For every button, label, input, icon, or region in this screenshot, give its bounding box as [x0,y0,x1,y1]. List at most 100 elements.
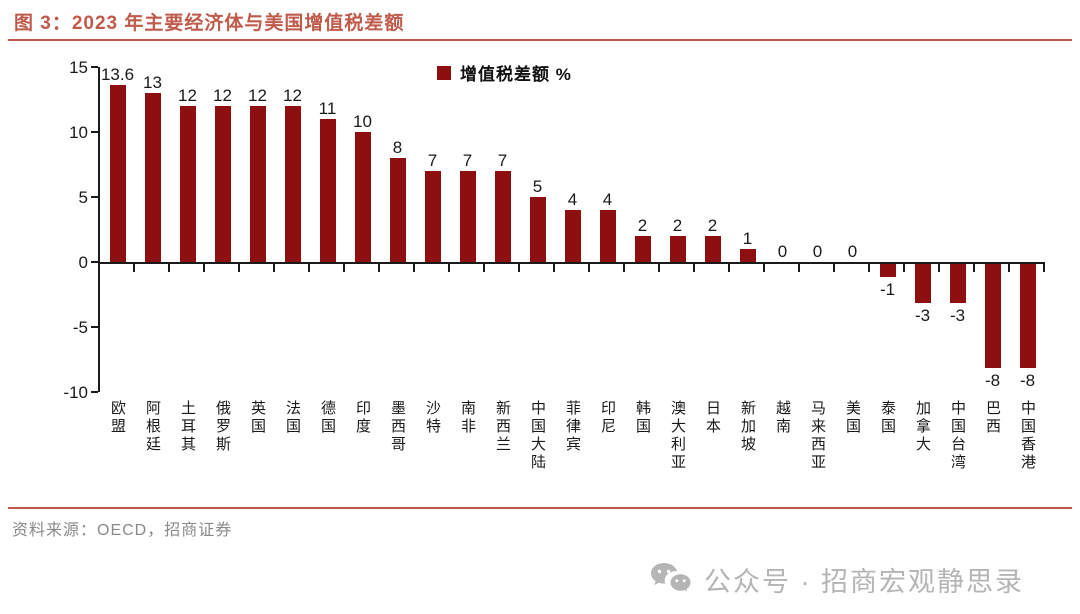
bar [494,171,511,262]
bar-value-label: 2 [672,216,683,235]
y-tick-label: -10 [63,383,88,402]
bar-column: 2 澳大利亚 [660,67,695,472]
x-axis-tick [763,264,765,272]
bar [214,106,231,262]
category-label: 阿根廷 [144,400,161,454]
bar-column: 13 阿根廷 [135,67,170,454]
bar-column: 7 沙特 [415,67,450,436]
bar [704,236,721,262]
bar [634,236,651,262]
y-tick-mark [91,66,98,68]
bar-value-label: 13.6 [100,65,135,85]
x-axis-tick [133,264,135,272]
y-tick-label: -5 [72,318,88,337]
category-label: 美国 [844,400,861,436]
category-label: 日本 [704,400,721,436]
bar [599,210,616,262]
chart-title: 图 3：2023 年主要经济体与美国增值税差额 [14,13,405,34]
category-label: 澳大利亚 [669,400,686,472]
y-tick-label: 15 [69,58,88,77]
x-axis-tick [273,264,275,272]
bar-column: 12 法国 [275,67,310,436]
chart-legend: 增值税差额 % [437,60,572,85]
x-axis-tick [553,264,555,272]
bar [109,85,126,262]
x-axis-zero-line [98,262,1045,264]
bar-column: 0 越南 [765,67,800,436]
bar-value-label: 12 [178,86,197,105]
x-axis-tick [203,264,205,272]
x-axis-tick [973,264,975,272]
x-axis-tick [623,264,625,272]
bar-value-label: -8 [984,371,1001,390]
category-label: 巴西 [984,400,1001,436]
bar-column: 7 新西兰 [485,67,520,454]
category-label: 沙特 [424,400,441,436]
x-axis-tick [1008,264,1010,272]
category-label: 土耳其 [179,400,196,454]
bar-value-label: 8 [392,138,403,157]
category-label: 俄罗斯 [214,400,231,454]
bar [949,264,966,303]
bar-column: 2 韩国 [625,67,660,436]
bar-value-label: 5 [532,177,543,196]
category-label: 新西兰 [494,400,511,454]
bar-column: -1 泰国 [870,67,905,436]
x-axis-tick [868,264,870,272]
source-divider [8,507,1072,509]
category-label: 印度 [354,400,371,436]
bar-value-label: 12 [248,86,267,105]
category-label: 中国香港 [1019,400,1036,472]
bar-value-label: 2 [707,216,718,235]
y-tick-mark [91,196,98,198]
bar [284,106,301,262]
x-axis-tick [1043,264,1045,272]
x-axis-tick [168,264,170,272]
bar-columns: 13.6 欧盟 13 阿根廷 12 土耳其 12 俄罗斯 12 英国 12 法国 11 德国 10 印度 8 墨西… [100,65,1045,472]
x-axis-tick [448,264,450,272]
legend-swatch [437,65,451,80]
bar-value-label: 0 [847,242,858,261]
footer-account-name: 公众号 · 招商宏观静思录 [704,567,1024,597]
bar-column: 8 墨西哥 [380,67,415,454]
x-axis-tick [378,264,380,272]
bar-value-label: 4 [602,190,613,209]
y-tick-mark [91,261,98,263]
bar-column: 10 印度 [345,67,380,436]
bar-column: 7 南非 [450,67,485,436]
bar-value-label: 13 [143,73,162,92]
category-label: 马来西亚 [809,400,826,472]
bar-column: -3 中国台湾 [940,67,975,472]
bar-value-label: 2 [637,216,648,235]
bar [144,93,161,262]
x-axis-tick [238,264,240,272]
bar-value-label: 0 [812,242,823,261]
bar-value-label: 11 [318,99,337,118]
x-axis-tick [483,264,485,272]
x-axis-tick [658,264,660,272]
bar-column: 13.6 欧盟 [100,65,135,436]
bar [529,197,546,262]
x-axis-tick [798,264,800,272]
bar [389,158,406,262]
x-axis-tick [518,264,520,272]
x-axis-tick [833,264,835,272]
category-label: 泰国 [879,400,896,436]
bar-column: -8 巴西 [975,67,1010,436]
bar-column: 0 美国 [835,67,870,436]
category-label: 加拿大 [914,400,931,454]
bar [179,106,196,262]
bar-value-label: -3 [949,306,966,325]
y-tick-label: 10 [69,123,88,142]
y-tick-mark [91,391,98,393]
bar-chart-plot: 15 10 5 0 -5 -10 13.6 欧盟 13 阿根廷 12 土耳其 12 俄罗斯 12 英国 12 法… [63,58,1045,472]
bar-value-label: 10 [353,112,372,131]
x-axis-tick [728,264,730,272]
bar-column: -3 加拿大 [905,67,940,454]
x-axis-tick [343,264,345,272]
wechat-footer: 公众号 · 招商宏观静思录 [650,560,1024,599]
bar [739,249,756,262]
category-label: 韩国 [634,400,651,436]
bar [879,264,896,277]
